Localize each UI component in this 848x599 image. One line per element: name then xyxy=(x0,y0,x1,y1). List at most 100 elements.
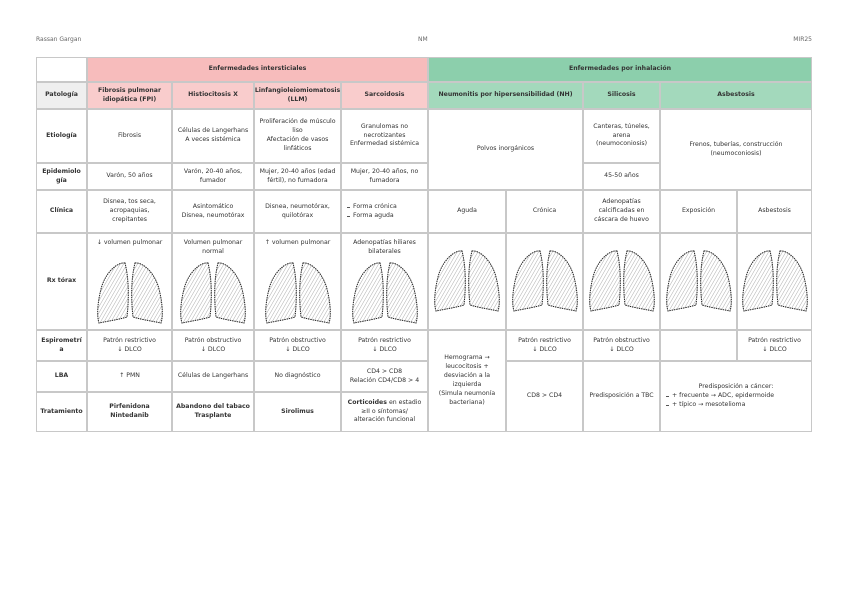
row-label: Espirometría xyxy=(36,330,87,361)
cell-line: Polvos inorgánicos xyxy=(476,145,535,152)
group-header: Enfermedades por inhalación xyxy=(428,57,812,82)
cell-line: Corticoides en estadio xyxy=(348,399,422,408)
cell: No diagnóstico xyxy=(254,361,341,392)
cell-line: fértil), no fumadora xyxy=(267,176,328,184)
cell-line: Disnea, neumotórax xyxy=(181,211,245,219)
cell-line: crepitantes xyxy=(112,215,147,223)
cell-line: fumador xyxy=(199,176,227,184)
row-label: LBA xyxy=(36,361,87,392)
cell: Asintomático Disnea, neumotórax xyxy=(172,190,254,233)
cell-line: ↑ volumen pulmonar xyxy=(264,239,331,246)
cell-line: Patrón restrictivo xyxy=(103,336,156,344)
corner-blank xyxy=(36,57,87,82)
cell-line: fumadora xyxy=(369,176,400,184)
cell-line: Granulomas no xyxy=(360,122,409,130)
cell-line: acropaquias, xyxy=(109,207,150,214)
cell-line: Mujer, 20-40 años, no xyxy=(350,167,419,175)
cell-line: No diagnóstico xyxy=(274,372,321,379)
bullet-item: + típico → mesotelioma xyxy=(664,401,745,410)
group-title: Enfermedades intersticiales xyxy=(208,65,307,72)
cell-line: bacteriana) xyxy=(449,398,485,406)
cell-line: ↑ PMN xyxy=(119,372,140,379)
cell-line: (neumoconiosis) xyxy=(710,149,762,157)
column-header: Sarcoidosis xyxy=(341,82,428,109)
corner: Patología xyxy=(36,82,87,109)
bullet-item: Forma aguda xyxy=(345,212,394,221)
cell: Patrón obstructivo ↓ DLCO xyxy=(583,330,660,361)
bullet-item: Forma crónica xyxy=(345,203,397,212)
column-header: Neumonitis por hipersensibilidad (NH) xyxy=(428,82,583,109)
cell: Disnea, tos seca, acropaquias, crepitantes xyxy=(87,190,172,233)
cell-line: Frenos, tuberías, construcción xyxy=(689,140,783,148)
cell-line: Adenopatías hiliares xyxy=(353,239,416,246)
cell-line: Células de Langerhans xyxy=(177,372,249,379)
cell-line: izquierda xyxy=(452,381,482,388)
row-label-text: Epidemiología xyxy=(42,167,81,184)
cell-line: Asbestosis xyxy=(758,207,791,214)
header-line: Linfangioleiomiomatosis xyxy=(254,86,341,94)
cell-line: CD4 > CD8 xyxy=(366,367,403,375)
cell-line: Adenopatías xyxy=(602,198,641,206)
cell-line: leucocitosis + xyxy=(445,363,489,371)
cell-line: Células de Langerhans xyxy=(177,127,249,135)
cell: Asbestosis xyxy=(737,190,812,233)
cell-line: liso xyxy=(292,127,303,135)
row-label: Etiología xyxy=(36,109,87,163)
cell-line: Proliferación de músculo xyxy=(259,118,336,126)
header-line: Neumonitis por hipersensibilidad (NH) xyxy=(438,91,573,98)
cell-line: normal xyxy=(202,247,224,255)
cell-line: ↓ volumen pulmonar xyxy=(96,239,163,246)
header-right: MIR25 xyxy=(793,36,812,43)
row-label-text: Etiología xyxy=(46,131,77,139)
lung-illustration xyxy=(180,262,246,324)
cell: Canteras, túneles, arena (neumoconiosis) xyxy=(583,109,660,163)
cell-line: Patrón restrictivo xyxy=(748,336,801,344)
cell-line: Trasplante xyxy=(194,412,232,419)
cell: Células de Langerhans A veces sistémica xyxy=(172,109,254,163)
cell: Frenos, tuberías, construcción (neumoconi… xyxy=(660,109,812,190)
header-line: idiopática (FPI) xyxy=(102,95,157,103)
cell: Crónica xyxy=(506,190,583,233)
cell-line: Asintomático xyxy=(192,202,234,210)
row-label: Rx tórax xyxy=(36,233,87,330)
cell-line: Crónica xyxy=(532,207,557,214)
cell: Patrón restrictivo ↓ DLCO xyxy=(737,330,812,361)
cell: Predisposición a cáncer: + frecuente → AD… xyxy=(660,361,812,432)
header-center: NM xyxy=(418,36,428,43)
cell-line: ↓ DLCO xyxy=(609,345,634,353)
cell-line: (neumoconiosis) xyxy=(595,140,648,148)
cell-line: Disnea, tos seca, xyxy=(103,198,156,206)
row-label-text: Tratamiento xyxy=(40,407,83,415)
cell-line: linfáticos xyxy=(283,144,312,152)
column-header: Histiocitosis X xyxy=(172,82,254,109)
cell-line: Patrón obstructivo xyxy=(593,336,650,344)
cell-line: (Simula neumonía xyxy=(438,389,496,397)
cell: Disnea, neumotórax, quilotórax xyxy=(254,190,341,233)
cell: Polvos inorgánicos xyxy=(428,109,583,190)
lung-illustration xyxy=(264,262,331,324)
cell-line: Abandono del tabaco xyxy=(176,403,250,411)
cell: Pirfenidona Nintedanib xyxy=(87,392,172,432)
cell-line: Patrón restrictivo xyxy=(518,336,571,344)
row-label-text: Rx tórax xyxy=(46,277,77,284)
cell: Patrón obstructivo ↓ DLCO xyxy=(172,330,254,361)
row-label-text: LBA xyxy=(54,372,69,379)
cell-line: CD8 > CD4 xyxy=(526,392,563,399)
cell: Corticoides en estadio ≥II o síntomas/alte… xyxy=(341,392,428,432)
cell-line: Patrón obstructivo xyxy=(184,336,242,344)
cell: Hemograma → leucocitosis + desviación a la… xyxy=(428,330,506,432)
cell-line: Disnea, neumotórax, xyxy=(265,202,330,210)
cell: Mujer, 20-40 años, no fumadora xyxy=(341,163,428,190)
lung-illustration xyxy=(741,250,808,312)
cell: Patrón restrictivo ↓ DLCO xyxy=(341,330,428,361)
cell-line: ↓ DLCO xyxy=(117,345,142,353)
cell-line: necrotizantes xyxy=(363,131,406,139)
cell-line: Varón, 20-40 años, xyxy=(183,167,243,175)
row-label: Epidemiología xyxy=(36,163,87,190)
cell-line: ↓ DLCO xyxy=(372,345,397,353)
cell-line: Patrón obstructivo xyxy=(269,336,326,344)
cell: Patrón obstructivo ↓ DLCO xyxy=(254,330,341,361)
cell-line: 45-50 años xyxy=(604,172,639,179)
cell: Patrón restrictivo ↓ DLCO xyxy=(506,330,583,361)
